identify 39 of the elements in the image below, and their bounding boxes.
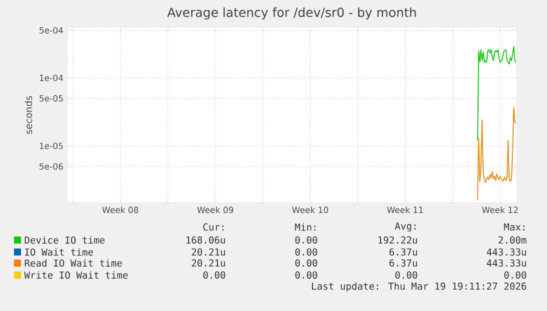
text: 0.00 [295,236,318,244]
text: 168.06u [186,236,225,244]
text: 20.21u [192,248,225,256]
text: 0.00 [295,271,318,279]
chart-title: Average latency for /dev/sr0 - by month [167,7,416,20]
y-tick-label: 1e-05 [40,142,63,150]
x-tick-label: Week 09 [197,206,234,214]
x-tick-label: Week 12 [482,206,518,214]
x-tick-label: Week 10 [292,206,328,214]
text: 0.00 [395,271,418,279]
text: 0.00 [504,271,526,279]
text: 6.37u [390,248,417,256]
text: 0.00 [203,271,226,279]
line-series [477,106,516,201]
line-series [477,46,516,142]
text: 443.33u [486,248,526,256]
y-axis-title: seconds [24,96,32,134]
text: 192.22u [378,236,417,244]
text: 0.00 [295,248,318,256]
y-tick-label: 5e-05 [40,95,63,102]
text: 2.00m [498,236,526,244]
text: Last update: Thu Mar 19 19:11:27 2026 [312,282,526,292]
x-tick-label: Week 11 [387,206,423,214]
text: Min: [295,223,316,231]
legend-label: IO Wait time [25,248,93,256]
legend-label: Read IO Wait time [24,259,122,267]
text: Avg: [394,222,416,232]
legend-label: Write IO Wait time [24,271,128,279]
text: 0.00 [295,259,318,267]
x-tick-label: Week 08 [102,206,138,214]
text: Max: [504,223,524,231]
y-tick-label: 5e-04 [40,27,64,34]
text: 443.33u [486,259,526,267]
text: 6.37u [390,259,417,267]
y-tick-label: 1e-04 [40,74,64,82]
legend-label: Device IO time [24,236,105,244]
text: Cur: [203,223,224,231]
y-tick-label: 5e-06 [40,163,63,170]
text: 20.21u [192,259,225,267]
